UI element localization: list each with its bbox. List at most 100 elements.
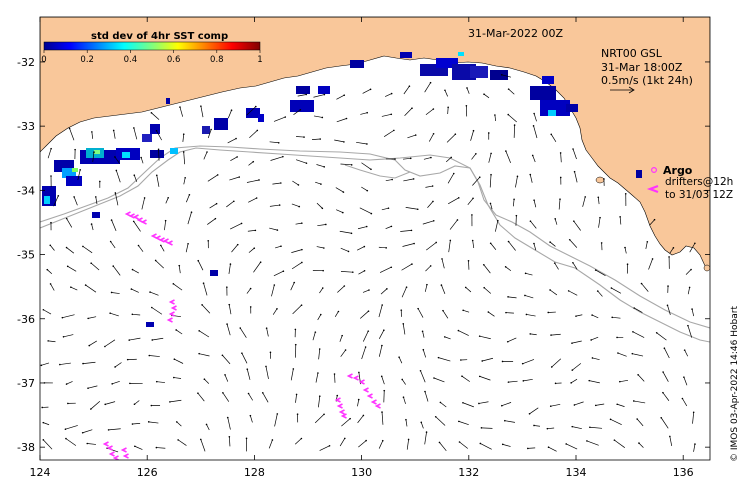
- current-arrow-head: [494, 114, 496, 116]
- current-arrow: [110, 312, 119, 317]
- current-arrow: [551, 358, 562, 368]
- current-arrow-head: [91, 131, 93, 133]
- current-arrow-head: [240, 222, 243, 225]
- current-arrow-head: [59, 363, 61, 366]
- current-arrow-head: [546, 427, 549, 430]
- current-arrow: [313, 94, 325, 98]
- current-arrow: [435, 416, 446, 426]
- drifter-position: [150, 233, 157, 239]
- current-arrow-head: [447, 106, 449, 109]
- current-arrow: [572, 262, 578, 270]
- current-arrow-head: [594, 404, 597, 407]
- current-arrow: [227, 417, 231, 430]
- current-arrow: [246, 106, 257, 116]
- current-arrow: [334, 311, 339, 318]
- current-arrow-head: [501, 404, 503, 407]
- current-arrow: [152, 337, 164, 341]
- current-arrow: [441, 258, 445, 269]
- current-arrow-head: [46, 268, 49, 271]
- current-arrow-head: [669, 435, 671, 438]
- current-model-label: NRT00 GSL: [601, 47, 663, 60]
- current-arrow-head: [276, 229, 279, 231]
- current-arrow: [423, 157, 431, 160]
- current-arrow-head: [528, 413, 531, 415]
- current-arrow-head: [296, 413, 299, 415]
- current-arrow: [246, 369, 251, 380]
- current-arrow: [59, 362, 71, 365]
- current-arrow: [505, 312, 514, 314]
- current-arrow-head: [129, 382, 131, 385]
- current-arrow: [266, 328, 269, 337]
- current-arrow-head: [525, 313, 528, 316]
- current-arrow-head: [107, 429, 110, 431]
- current-arrow-head: [570, 382, 572, 384]
- current-arrow-head: [62, 335, 65, 338]
- current-arrow: [645, 241, 648, 250]
- current-arrow-head: [408, 85, 411, 87]
- current-arrow: [53, 195, 59, 207]
- current-arrow: [619, 216, 622, 225]
- current-arrow-head: [175, 421, 178, 423]
- current-arrow-head: [65, 437, 67, 440]
- current-arrow-head: [435, 241, 437, 244]
- current-arrow: [315, 372, 319, 383]
- current-arrow-head: [529, 333, 532, 335]
- current-arrow-head: [256, 129, 259, 132]
- current-arrow-head: [40, 364, 43, 367]
- current-arrow: [554, 218, 558, 225]
- current-arrow-head: [169, 401, 171, 403]
- current-arrow-head: [571, 425, 574, 428]
- current-arrow: [291, 249, 302, 253]
- current-arrow: [187, 212, 192, 225]
- current-arrow: [598, 217, 601, 228]
- drifter-position: [352, 375, 359, 381]
- colorbar-ramp: [43, 41, 261, 51]
- colorbar-tick-label: 0.2: [80, 55, 94, 65]
- current-arrow-head: [411, 107, 413, 109]
- current-arrow: [378, 345, 383, 357]
- current-arrow-head: [210, 128, 212, 131]
- current-arrow-head: [458, 420, 460, 423]
- current-arrow-head: [596, 290, 599, 292]
- current-arrow-head: [489, 202, 492, 205]
- current-arrow: [241, 353, 248, 364]
- current-arrow: [112, 380, 120, 385]
- current-arrow-head: [554, 382, 557, 385]
- current-arrow: [638, 442, 644, 448]
- current-arrow-head: [61, 316, 64, 319]
- current-arrow-head: [104, 345, 106, 348]
- current-arrow-head: [410, 229, 413, 232]
- current-arrow-head: [457, 329, 460, 332]
- current-arrow: [459, 441, 468, 449]
- current-arrow-head: [363, 269, 366, 272]
- current-arrow-head: [300, 437, 303, 440]
- current-arrow-head: [280, 182, 282, 184]
- current-arrow-head: [126, 358, 129, 361]
- current-arrow: [226, 324, 231, 336]
- current-arrow: [297, 94, 307, 97]
- current-arrow: [62, 314, 75, 318]
- current-arrow-head: [160, 244, 162, 247]
- current-arrow-head: [164, 219, 167, 222]
- current-arrow: [359, 207, 372, 214]
- current-arrow: [314, 414, 325, 424]
- current-arrow: [316, 164, 325, 168]
- current-arrow: [138, 245, 144, 252]
- current-arrow-head: [559, 198, 561, 200]
- current-arrow-head: [90, 223, 93, 225]
- current-arrow-head: [235, 137, 237, 140]
- current-arrow-head: [663, 347, 666, 349]
- current-arrow-head: [424, 390, 426, 393]
- current-arrow-head: [655, 332, 658, 334]
- current-arrow: [422, 349, 427, 358]
- current-arrow-head: [112, 129, 115, 132]
- current-arrow: [505, 150, 511, 163]
- current-arrow: [155, 260, 164, 269]
- current-arrow-head: [87, 317, 89, 320]
- current-arrow-head: [258, 179, 260, 181]
- current-arrow-head: [619, 380, 621, 383]
- drifter-position: [370, 399, 377, 405]
- current-arrow: [483, 93, 490, 99]
- current-arrow-head: [81, 431, 84, 434]
- current-arrow: [512, 199, 515, 207]
